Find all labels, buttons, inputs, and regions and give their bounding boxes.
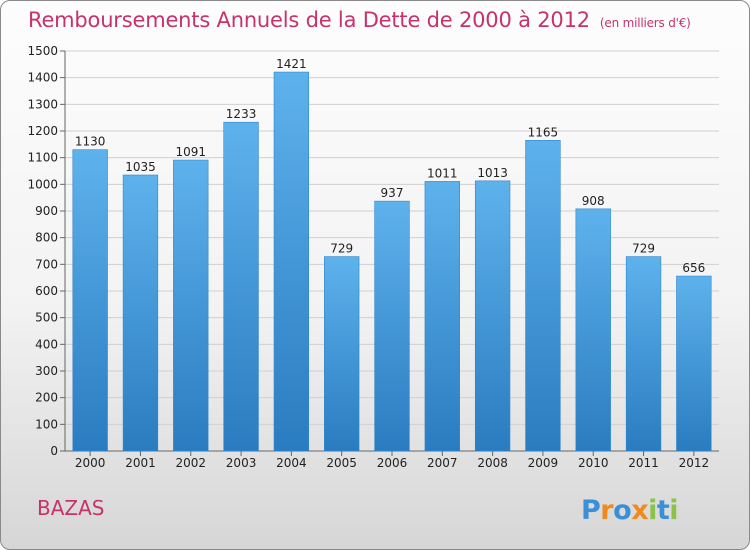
- x-tick-label-2000: 2000: [75, 456, 106, 470]
- chart-title-text: Remboursements Annuels de la Dette de 20…: [28, 8, 590, 32]
- y-tick-label: 1100: [27, 151, 58, 165]
- x-tick-label-2003: 2003: [226, 456, 257, 470]
- x-tick-label-2005: 2005: [326, 456, 357, 470]
- chart-subtitle: (en milliers d'€): [599, 16, 691, 30]
- value-label-2001: 1035: [125, 160, 156, 174]
- x-tick-label-2004: 2004: [276, 456, 307, 470]
- bar-2001: [122, 174, 159, 452]
- bar-2008: [474, 180, 511, 452]
- y-tick-label: 1300: [27, 97, 58, 111]
- x-tick-label-2010: 2010: [578, 456, 609, 470]
- x-tick-label-2006: 2006: [377, 456, 408, 470]
- chart-title: Remboursements Annuels de la Dette de 20…: [28, 8, 691, 32]
- y-tick-label: 400: [35, 337, 58, 351]
- value-labels: 1130 1035 1091 1233 1421 729 937 1011 1013 1165 90…: [75, 57, 705, 275]
- value-label-2011: 729: [632, 242, 655, 256]
- value-label-2008: 1013: [477, 166, 508, 180]
- y-tick-label: 1400: [27, 71, 58, 85]
- value-label-2007: 1011: [427, 166, 458, 180]
- value-label-2005: 729: [330, 242, 353, 256]
- proxiti-logo: Proxiti: [581, 495, 679, 526]
- location-label: BAZAS: [37, 496, 105, 520]
- y-tick-label: 1000: [27, 177, 58, 191]
- bar-2007: [424, 181, 460, 452]
- value-label-2009: 1165: [528, 125, 559, 139]
- bar-2000: [72, 149, 108, 452]
- value-label-2002: 1091: [175, 145, 206, 159]
- y-tick-label: 200: [35, 391, 58, 405]
- bars: [72, 71, 712, 452]
- bar-2011: [625, 256, 662, 452]
- y-tick-label: 300: [35, 364, 58, 378]
- y-tick-label: 500: [35, 311, 58, 325]
- value-label-2004: 1421: [276, 57, 307, 71]
- x-tick-label-2012: 2012: [679, 456, 710, 470]
- svg-text:Proxiti: Proxiti: [581, 495, 678, 526]
- y-tick-label: 1500: [27, 44, 58, 58]
- bar-2004: [273, 71, 310, 452]
- value-label-2010: 908: [582, 194, 605, 208]
- x-tick-label-2001: 2001: [125, 456, 156, 470]
- y-tick-label: 900: [35, 204, 58, 218]
- value-label-2012: 656: [682, 261, 705, 275]
- value-label-2003: 1233: [226, 107, 257, 121]
- x-tick-label-2002: 2002: [175, 456, 206, 470]
- y-tick-label: 800: [35, 231, 58, 245]
- x-tick-label-2008: 2008: [477, 456, 508, 470]
- bar-2005: [324, 256, 360, 452]
- bar-2002: [173, 159, 209, 452]
- y-tick-label: 1200: [27, 124, 58, 138]
- x-tick-label-2007: 2007: [427, 456, 458, 470]
- x-tick-label-2011: 2011: [628, 456, 659, 470]
- bar-2012: [676, 275, 712, 452]
- bar-2010: [575, 208, 611, 452]
- y-tick-label: 600: [35, 284, 58, 298]
- bar-2006: [374, 200, 410, 452]
- value-label-2000: 1130: [75, 135, 106, 149]
- value-label-2006: 937: [381, 186, 404, 200]
- x-tick-label-2009: 2009: [528, 456, 559, 470]
- bar-2003: [223, 121, 259, 452]
- axes: 0 100 200 300 400 500 600 700 800 900 1000 1100 1200…: [27, 44, 719, 470]
- y-tick-label: 0: [50, 444, 58, 458]
- bar-2009: [525, 140, 561, 452]
- y-tick-label: 700: [35, 257, 58, 271]
- y-tick-label: 100: [35, 417, 58, 431]
